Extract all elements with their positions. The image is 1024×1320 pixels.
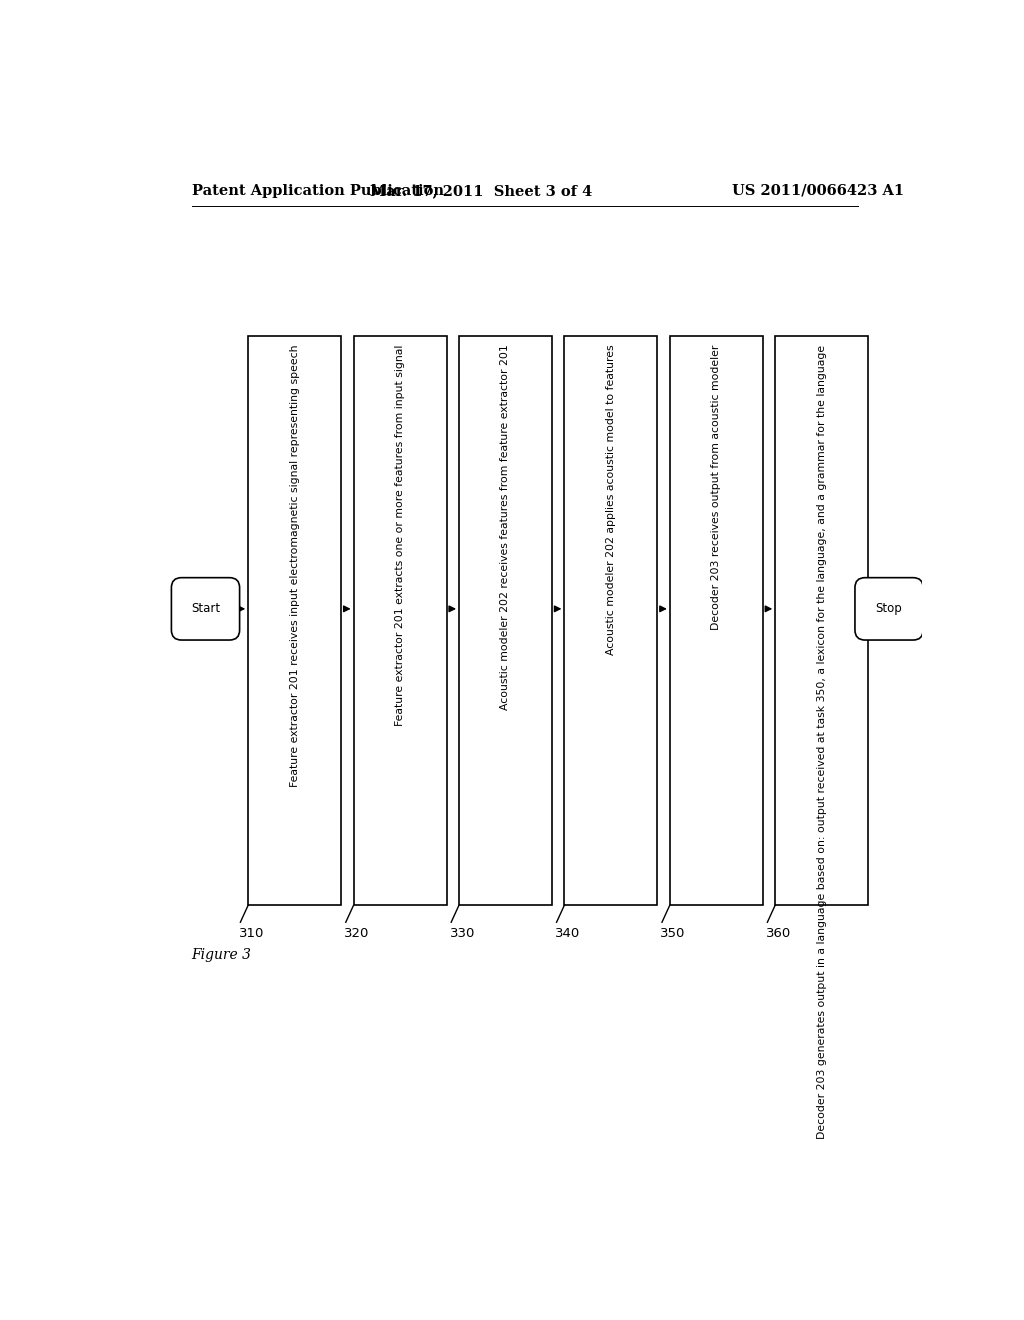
Bar: [670, 335, 763, 906]
Text: Feature extractor 201 receives input electromagnetic signal representing speech: Feature extractor 201 receives input ele…: [290, 345, 300, 787]
Text: 360: 360: [766, 927, 792, 940]
Text: Decoder 203 generates output in a language based on: output received at task 350: Decoder 203 generates output in a langua…: [816, 345, 826, 1139]
Text: Figure 3: Figure 3: [191, 948, 252, 962]
Bar: [775, 335, 868, 906]
Text: Decoder 203 receives output from acoustic modeler: Decoder 203 receives output from acousti…: [712, 345, 721, 630]
Bar: [353, 335, 446, 906]
Text: 320: 320: [344, 927, 370, 940]
Bar: [564, 335, 657, 906]
Text: 350: 350: [660, 927, 686, 940]
Text: 310: 310: [239, 927, 264, 940]
Bar: [248, 335, 341, 906]
Text: Acoustic modeler 202 receives features from feature extractor 201: Acoustic modeler 202 receives features f…: [501, 345, 510, 710]
Text: Acoustic modeler 202 applies acoustic model to features: Acoustic modeler 202 applies acoustic mo…: [606, 345, 615, 655]
Text: Mar. 17, 2011  Sheet 3 of 4: Mar. 17, 2011 Sheet 3 of 4: [370, 183, 592, 198]
Text: US 2011/0066423 A1: US 2011/0066423 A1: [732, 183, 904, 198]
Text: 340: 340: [555, 927, 581, 940]
FancyBboxPatch shape: [171, 578, 240, 640]
Bar: [459, 335, 552, 906]
Text: Start: Start: [190, 602, 220, 615]
FancyBboxPatch shape: [855, 578, 924, 640]
Text: Patent Application Publication: Patent Application Publication: [191, 183, 443, 198]
Text: Feature extractor 201 extracts one or more features from input signal: Feature extractor 201 extracts one or mo…: [395, 345, 406, 726]
Text: Stop: Stop: [876, 602, 902, 615]
Text: 330: 330: [450, 927, 475, 940]
